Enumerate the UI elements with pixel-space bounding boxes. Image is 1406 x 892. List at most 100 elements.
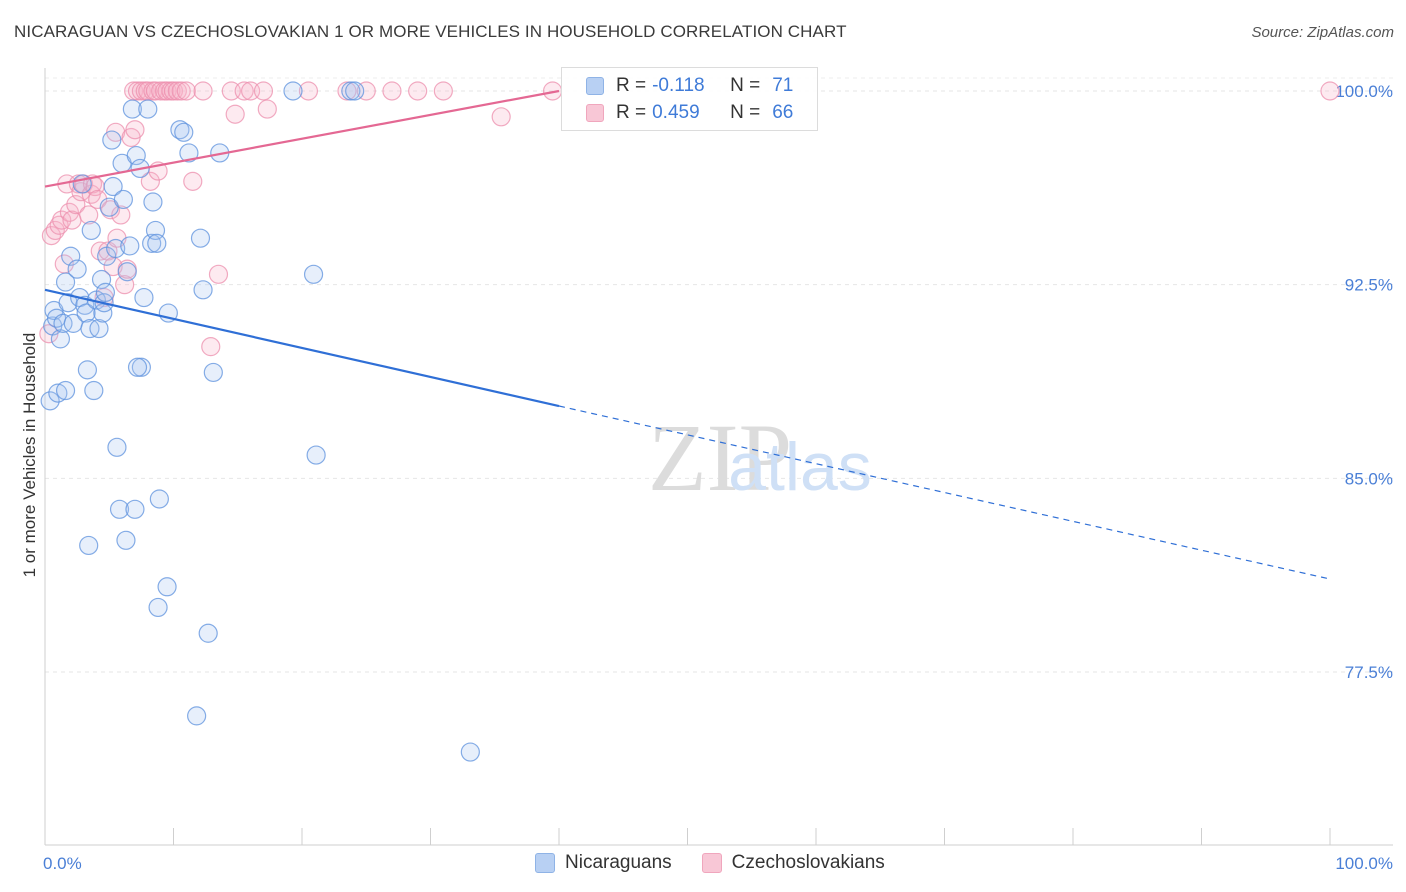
nicaraguan-point xyxy=(138,99,158,119)
nicaraguan-point xyxy=(89,318,109,339)
nicaraguan-point xyxy=(109,499,130,519)
x-tick-label: 0.0% xyxy=(43,854,82,873)
czechoslovakian-point xyxy=(45,220,65,241)
nicaraguan-point xyxy=(40,391,60,411)
czechoslovakian-trend-line xyxy=(44,89,560,188)
legend-n-label: N = xyxy=(730,75,761,96)
czechoslovakian-point xyxy=(125,120,145,140)
nicaraguan-point xyxy=(113,189,133,210)
correlation-legend: R = -0.118 N = 71 R = 0.459 N = 66 xyxy=(561,67,818,131)
nicaraguan-point xyxy=(203,362,223,383)
czechoslovakian-point xyxy=(171,81,191,101)
x-tick-label: 100.0% xyxy=(1335,854,1393,873)
nicaraguan-point xyxy=(67,259,87,279)
grid-lines xyxy=(45,77,1393,673)
czechoslovakian-point xyxy=(49,215,69,235)
czechoslovakian-point xyxy=(52,210,72,230)
nicaraguan-point xyxy=(179,143,199,163)
czechoslovakian-point xyxy=(140,171,160,191)
czechoslovakian-point xyxy=(88,189,108,210)
czechoslovakian-point xyxy=(208,264,229,284)
source-label: Source: ZipAtlas.com xyxy=(1251,24,1394,41)
legend-item-czechoslovakians[interactable]: Czechoslovakians xyxy=(701,852,885,874)
czechoslovakian-point xyxy=(201,337,221,357)
nicaraguan-point xyxy=(58,293,78,313)
legend-swatch-blue xyxy=(586,77,604,95)
nicaraguan-point xyxy=(84,380,104,401)
nicaraguan-point xyxy=(303,264,324,284)
legend-r-value: 0.459 xyxy=(652,102,700,123)
nicaraguan-point xyxy=(193,280,213,300)
nicaraguan-point xyxy=(147,233,167,253)
nicaraguan-point xyxy=(50,329,71,349)
y-tick-label: 85.0% xyxy=(1345,469,1393,488)
czechoslovakian-point xyxy=(298,81,319,101)
legend-n-label: N = xyxy=(730,102,761,123)
nicaraguan-point xyxy=(53,313,73,333)
czechoslovakian-point xyxy=(1320,81,1340,101)
legend-r-value: -0.118 xyxy=(652,75,705,96)
nicaraguan-point xyxy=(102,130,122,150)
legend-row-czechoslovakians: R = 0.459 N = 66 xyxy=(586,101,793,125)
nicaraguan-point xyxy=(143,192,163,212)
legend-label-nicaraguans: Nicaraguans xyxy=(565,852,672,873)
nicaraguan-point xyxy=(77,360,98,380)
nicaraguan-point xyxy=(283,81,303,101)
czechoslovakian-point xyxy=(257,99,277,119)
nicaraguan-point xyxy=(48,383,68,403)
x-tick-labels: 0.0% 100.0% xyxy=(43,854,1393,873)
nicaraguan-point xyxy=(187,706,207,726)
legend-n-value: 66 xyxy=(772,102,794,123)
legend-item-nicaraguans[interactable]: Nicaraguans xyxy=(535,852,672,874)
nicaraguan-point xyxy=(122,99,142,119)
axes xyxy=(44,68,1393,846)
czechoslovakian-point xyxy=(111,205,131,225)
watermark-atlas: atlas xyxy=(728,429,872,505)
czechoslovakian-point xyxy=(234,81,254,101)
nicaraguan-point xyxy=(93,303,113,323)
legend-row-nicaraguans: R = -0.118 N = 71 xyxy=(586,74,793,98)
nicaraguan-point xyxy=(55,272,76,292)
nicaraguan-point xyxy=(117,262,137,282)
watermark-zip: ZIP xyxy=(648,404,792,511)
legend-label-czechoslovakians: Czechoslovakians xyxy=(731,852,885,873)
nicaraguan-point xyxy=(106,238,126,259)
series-legend: Nicaraguans Czechoslovakians xyxy=(535,852,915,874)
nicaraguan-point xyxy=(107,437,127,457)
legend-n-value: 71 xyxy=(772,75,794,96)
nicaraguan-point xyxy=(460,742,480,762)
nicaraguan-point xyxy=(190,228,211,248)
legend-swatch-pink xyxy=(586,104,604,122)
czechoslovakian-point xyxy=(225,104,245,124)
czechoslovakian-point xyxy=(382,81,402,101)
y-tick-label: 100.0% xyxy=(1335,82,1393,101)
nicaraguan-point xyxy=(81,220,101,241)
nicaraguan-point xyxy=(157,577,177,597)
nicaraguan-point xyxy=(125,499,145,519)
nicaraguan-point xyxy=(120,236,140,256)
y-tick-label: 92.5% xyxy=(1345,276,1393,295)
nicaraguan-point xyxy=(55,380,76,401)
nicaraguan-point xyxy=(127,357,148,377)
nicaraguan-point xyxy=(134,287,154,308)
nicaraguan-point xyxy=(345,81,365,101)
trend-lines xyxy=(44,89,1331,580)
czechoslovakian-point xyxy=(356,81,376,101)
czechoslovakian-point xyxy=(59,202,80,222)
chart-title: NICARAGUAN VS CZECHOSLOVAKIAN 1 OR MORE … xyxy=(14,22,847,41)
nicaraguan-point xyxy=(116,530,136,550)
nicaraguan-trend-line xyxy=(44,288,560,408)
nicaraguan-point xyxy=(306,445,326,465)
czechoslovakian-point xyxy=(253,81,274,101)
legend-swatch-pink xyxy=(701,853,722,873)
y-tick-labels: 100.0% 92.5% 85.0% 77.5% xyxy=(1335,82,1393,682)
nicaraguan-point xyxy=(103,176,123,197)
czechoslovakian-point xyxy=(433,81,453,101)
legend-r-label: R = xyxy=(616,102,647,123)
czechoslovakian-point xyxy=(408,81,428,101)
czechoslovakian-point xyxy=(193,81,213,101)
nicaraguan-point xyxy=(198,623,218,643)
y-tick-label: 77.5% xyxy=(1345,663,1393,682)
nicaraguan-point xyxy=(174,122,194,142)
